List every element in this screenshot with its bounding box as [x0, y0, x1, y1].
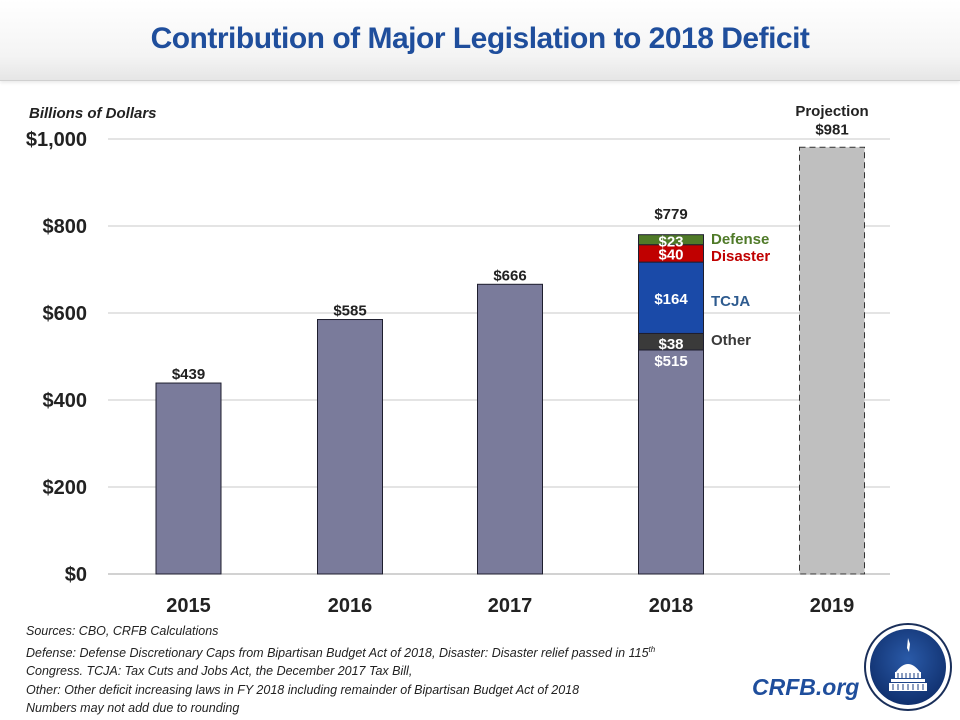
data-labels: $439 $585 $666 $515$38 $164 $40$23 $779 $981 [172, 121, 849, 383]
bar-2019-projection [799, 146, 865, 575]
x-tick-label: 2019 [810, 595, 855, 617]
note-defense-disaster: Defense: Defense Discretionary Caps from… [26, 644, 656, 660]
y-tick-label: $800 [43, 216, 88, 238]
note-rounding: Numbers may not add due to rounding [26, 701, 240, 716]
bar-2018-tcja [638, 261, 704, 334]
bar-2018-defense [638, 234, 704, 246]
chart: Billions of Dollars $0 $200 $400 $600 $800 $1… [26, 103, 890, 617]
x-tick-labels: 2015 2016 2017 2018 2019 [166, 595, 854, 617]
header-band: Contribution of Major Legislation to 201… [0, 0, 960, 81]
legend-tcja: TCJA [711, 293, 750, 310]
total-label: $585 [333, 303, 366, 320]
x-tick-label: 2018 [649, 595, 694, 617]
x-tick-label: 2016 [328, 595, 373, 617]
note-sources: Sources: CBO, CRFB Calculations [26, 624, 219, 638]
legend-disaster: Disaster [711, 248, 770, 265]
y-tick-label: $0 [65, 564, 87, 586]
y-tick-label: $1,000 [26, 129, 87, 151]
total-label: $439 [172, 366, 205, 383]
total-label: $779 [654, 206, 687, 223]
capitol-dome-icon [863, 622, 953, 712]
chart-title: Contribution of Major Legislation to 201… [150, 22, 810, 55]
y-axis-label: Billions of Dollars [29, 105, 157, 122]
bar-2016-base [317, 319, 383, 575]
segment-label: $164 [654, 291, 688, 308]
y-tick-label: $400 [43, 390, 88, 412]
bars [155, 146, 865, 575]
y-tick-label: $600 [43, 303, 88, 325]
segment-label: $40 [658, 246, 683, 263]
segment-label: $515 [654, 353, 687, 370]
x-tick-label: 2017 [488, 595, 533, 617]
note-tcja: Congress. TCJA: Tax Cuts and Jobs Act, t… [26, 664, 413, 679]
total-label: $981 [815, 121, 848, 138]
bar-2017-base [477, 283, 543, 575]
footnotes: Sources: CBO, CRFB Calculations Defense:… [26, 622, 786, 718]
y-tick-labels: $0 $200 $400 $600 $800 $1,000 [26, 129, 87, 586]
projection-annotation: Projection [795, 103, 868, 120]
x-tick-label: 2015 [166, 595, 211, 617]
legend-defense: Defense [711, 231, 769, 248]
y-tick-label: $200 [43, 477, 88, 499]
segment-label: $23 [658, 234, 683, 251]
brand-link[interactable]: CRFB.org [752, 674, 860, 700]
legend-other: Other [711, 332, 751, 349]
note-other: Other: Other deficit increasing laws in … [26, 682, 580, 697]
bar-2018-base [638, 349, 704, 575]
total-label: $666 [493, 267, 526, 284]
bar-2015-base [155, 382, 222, 575]
segment-label: $38 [658, 336, 683, 353]
